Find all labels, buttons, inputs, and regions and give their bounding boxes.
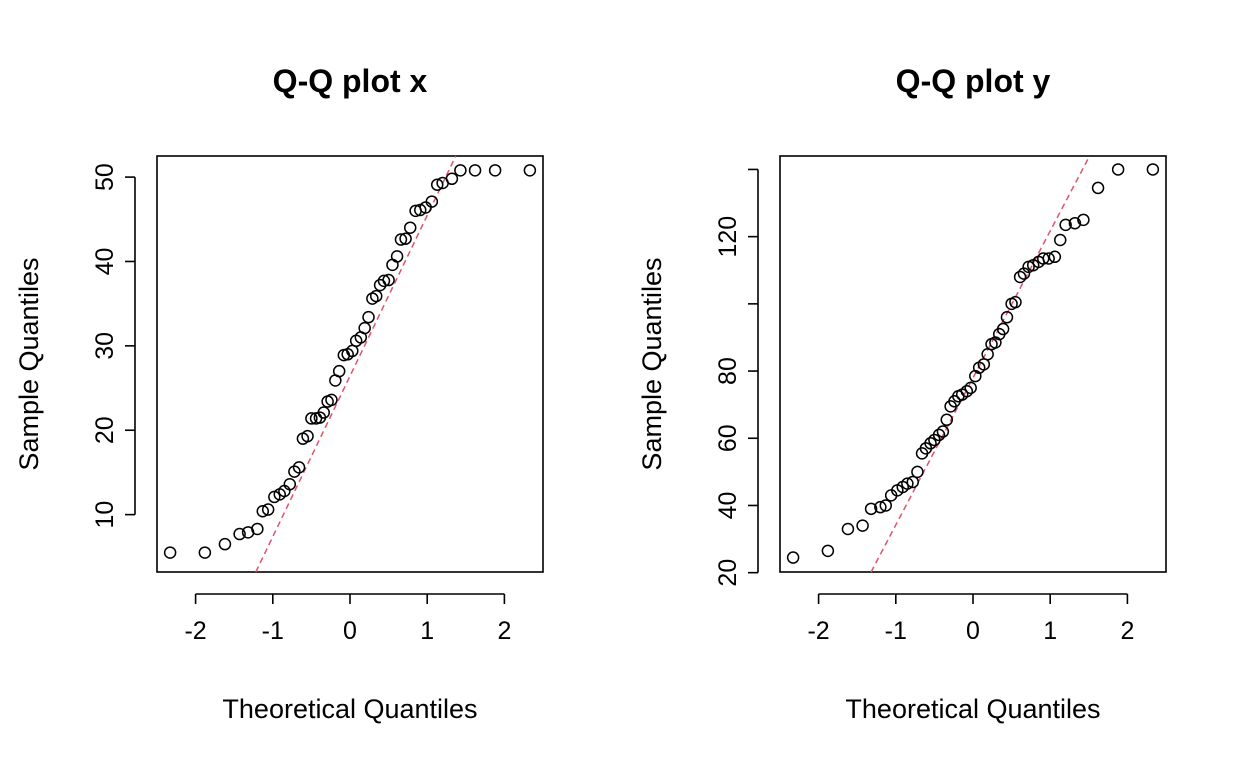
data-point xyxy=(1146,163,1160,176)
data-point xyxy=(924,437,937,450)
chart-title: Q-Q plot y xyxy=(896,63,1051,99)
x-tick-label: 0 xyxy=(343,617,357,645)
data-point xyxy=(821,544,835,558)
data-point xyxy=(523,164,537,177)
y-tick-label: 20 xyxy=(714,559,742,587)
data-point xyxy=(454,164,467,177)
data-point xyxy=(325,393,338,407)
data-point xyxy=(261,503,275,516)
data-point xyxy=(856,519,869,532)
data-point xyxy=(377,274,391,288)
data-point xyxy=(940,413,954,427)
data-point xyxy=(288,465,301,478)
y-tick-label: 50 xyxy=(91,163,119,191)
data-point xyxy=(332,364,346,378)
data-point xyxy=(390,250,404,263)
x-tick-label: -2 xyxy=(184,617,206,645)
data-point xyxy=(1009,295,1022,309)
data-point xyxy=(1048,250,1062,264)
data-point xyxy=(1111,163,1125,176)
y-tick-label: 80 xyxy=(714,357,742,385)
data-point xyxy=(901,477,914,490)
y-axis-label: Sample Quantiles xyxy=(14,257,44,470)
data-point xyxy=(399,232,412,245)
data-point xyxy=(317,406,331,419)
data-point xyxy=(292,461,306,474)
x-tick-label: -2 xyxy=(807,617,829,645)
data-point xyxy=(1091,181,1105,195)
plot-frame xyxy=(156,155,544,573)
data-point xyxy=(936,425,950,438)
qq-plot-y-panel: Q-Q plot y Theoretical Quantiles Sample Qu… xyxy=(637,63,1167,724)
x-tick-label: 0 xyxy=(966,617,980,645)
data-point xyxy=(932,428,946,442)
data-point xyxy=(864,502,878,516)
y-tick-label: 40 xyxy=(91,248,119,276)
data-point xyxy=(906,475,920,489)
data-point xyxy=(1068,216,1082,230)
data-point xyxy=(366,292,379,305)
chart-title: Q-Q plot x xyxy=(273,63,428,99)
x-tick-label: -1 xyxy=(885,617,907,645)
data-point xyxy=(468,164,482,177)
data-point xyxy=(911,465,924,479)
data-point xyxy=(218,537,232,551)
data-point xyxy=(1077,213,1090,227)
y-tick-label: 40 xyxy=(714,492,742,520)
data-point xyxy=(874,500,887,514)
data-point xyxy=(362,310,375,324)
y-tick-label: 30 xyxy=(91,332,119,360)
data-point xyxy=(425,195,439,208)
data-point xyxy=(301,429,314,443)
data-point xyxy=(1037,252,1050,265)
data-point xyxy=(403,221,417,234)
data-point xyxy=(1053,233,1067,247)
data-point xyxy=(198,546,212,559)
data-point xyxy=(163,546,177,559)
x-tick-label: -1 xyxy=(262,617,284,645)
qq-reference-line xyxy=(870,155,1091,573)
data-point xyxy=(1059,218,1072,232)
data-point xyxy=(256,504,270,518)
data-point xyxy=(964,381,977,395)
data-point xyxy=(445,172,459,186)
x-tick-label: 2 xyxy=(497,617,511,645)
data-point xyxy=(358,321,371,335)
x-tick-label: 2 xyxy=(1120,617,1134,645)
data-point xyxy=(879,499,893,512)
data-point xyxy=(382,273,395,287)
x-axis-label: Theoretical Quantiles xyxy=(222,694,477,724)
y-tick-label: 20 xyxy=(91,416,119,444)
y-axis-label: Sample Quantiles xyxy=(637,257,667,470)
data-point xyxy=(305,412,318,425)
y-tick-label: 120 xyxy=(714,216,742,258)
y-tick-label: 60 xyxy=(714,424,742,452)
y-tick-label: 10 xyxy=(91,501,119,529)
data-point xyxy=(786,551,800,564)
data-point xyxy=(841,522,855,536)
data-point xyxy=(1042,252,1055,265)
qq-reference-line xyxy=(255,155,457,573)
data-point xyxy=(430,178,444,191)
x-tick-label: 1 xyxy=(420,617,434,645)
data-point xyxy=(386,258,399,272)
qq-plot-x-panel: Q-Q plot x Theoretical Quantiles Sample Qu… xyxy=(14,63,544,724)
data-point xyxy=(996,322,1010,336)
plot-frame xyxy=(779,155,1167,573)
data-point xyxy=(369,289,383,303)
x-axis-label: Theoretical Quantiles xyxy=(845,694,1100,724)
x-tick-label: 1 xyxy=(1043,617,1057,645)
data-point xyxy=(960,384,974,398)
data-point xyxy=(233,527,246,541)
data-point xyxy=(251,522,264,536)
data-point xyxy=(283,477,297,491)
data-point xyxy=(1000,311,1014,324)
data-point xyxy=(488,164,502,177)
data-point xyxy=(394,233,408,246)
data-point xyxy=(1013,270,1027,284)
